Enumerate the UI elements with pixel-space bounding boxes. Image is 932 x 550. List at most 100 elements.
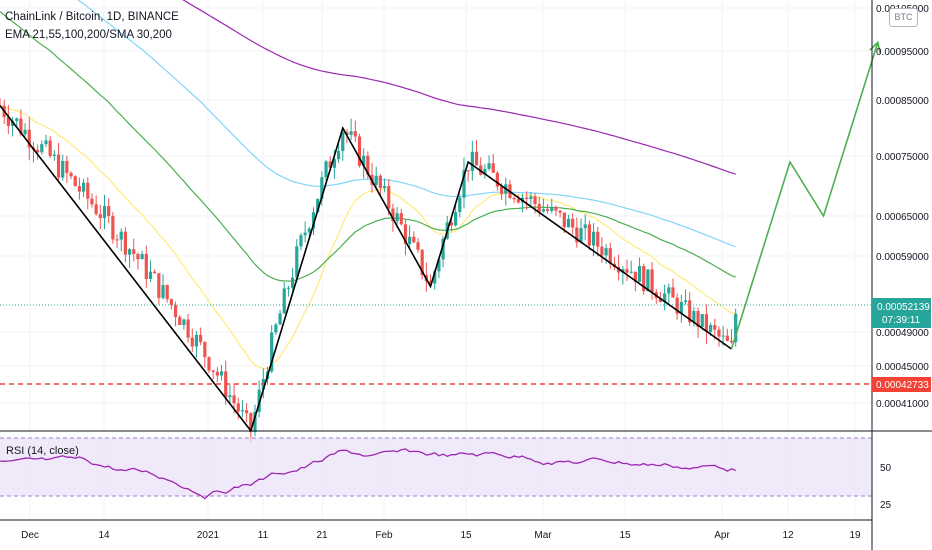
candle-body bbox=[374, 175, 378, 185]
candle-body bbox=[94, 204, 98, 215]
time-tick: 21 bbox=[316, 530, 328, 541]
candle-body bbox=[23, 129, 27, 135]
candle-body bbox=[562, 212, 566, 228]
candle-body bbox=[56, 154, 61, 178]
candle-body bbox=[449, 222, 454, 226]
candle-body bbox=[215, 371, 219, 376]
candle-body bbox=[399, 213, 403, 225]
candle-body bbox=[408, 236, 412, 244]
candle-body bbox=[61, 160, 65, 178]
candle-body bbox=[123, 231, 127, 255]
price-tick: 0.00085000 bbox=[876, 96, 929, 107]
candle-body bbox=[219, 371, 224, 376]
price-tick: 0.00075000 bbox=[876, 152, 929, 163]
candle-body bbox=[696, 310, 700, 327]
candle-body bbox=[320, 177, 324, 199]
candle-body bbox=[332, 159, 336, 168]
candle-body bbox=[245, 410, 249, 414]
candle-body bbox=[487, 163, 491, 169]
candle-body bbox=[40, 144, 44, 153]
candle-body bbox=[236, 403, 240, 412]
candle-body bbox=[286, 287, 291, 289]
candle-body bbox=[328, 161, 332, 168]
candle-body bbox=[10, 120, 15, 126]
ema21-line bbox=[0, 105, 736, 370]
candle-body bbox=[291, 277, 295, 288]
candle-body bbox=[650, 269, 654, 293]
candle-body bbox=[77, 186, 82, 192]
candle-body bbox=[625, 269, 629, 273]
candle-body bbox=[734, 313, 738, 343]
candle-body bbox=[516, 199, 520, 203]
candle-body bbox=[596, 231, 600, 247]
currency-button[interactable]: BTC bbox=[889, 8, 918, 27]
candle-body bbox=[646, 269, 650, 292]
price-tick: 0.00065000 bbox=[876, 212, 929, 223]
candle-body bbox=[382, 186, 387, 189]
candle-body bbox=[529, 196, 533, 199]
time-axis[interactable]: Dec 14 2021 11 21 Feb 15 Mar 15 Apr 12 19 bbox=[21, 530, 861, 541]
price-pane bbox=[0, 0, 881, 520]
candle-body bbox=[362, 155, 366, 166]
candle-body bbox=[428, 281, 433, 284]
candle-body bbox=[90, 198, 94, 205]
candle-body bbox=[671, 287, 675, 298]
candle-body bbox=[253, 411, 257, 433]
candle-body bbox=[15, 118, 19, 121]
candle-body bbox=[161, 285, 165, 298]
time-tick: 2021 bbox=[197, 530, 220, 541]
ema55-line bbox=[0, 11, 736, 282]
candle-body bbox=[127, 249, 132, 255]
candle-body bbox=[403, 224, 408, 244]
rsi-band bbox=[0, 438, 872, 496]
candle-body bbox=[554, 206, 558, 211]
ema100-line bbox=[77, 0, 736, 248]
candle-body bbox=[299, 235, 303, 247]
candle-body bbox=[111, 215, 115, 240]
candle-body bbox=[537, 203, 541, 212]
candle-body bbox=[387, 186, 391, 209]
candle-body bbox=[433, 271, 437, 284]
price-axis[interactable]: 0.001050000.000950000.000850000.00075000… bbox=[876, 4, 929, 410]
candle-body bbox=[203, 342, 207, 358]
candle-body bbox=[583, 224, 587, 229]
candle-body bbox=[19, 118, 23, 135]
candle-body bbox=[416, 242, 420, 250]
chart-title: ChainLink / Bitcoin, 1D, BINANCE bbox=[5, 11, 179, 23]
candle-body bbox=[571, 218, 575, 228]
candle-body bbox=[86, 182, 90, 199]
candle-body bbox=[336, 151, 341, 160]
price-tick: 0.00041000 bbox=[876, 399, 929, 410]
current-price-value: 0.00052139 bbox=[877, 302, 930, 313]
candle-body bbox=[366, 155, 370, 175]
candle-body bbox=[249, 413, 253, 433]
candle-body bbox=[679, 301, 683, 314]
candle-body bbox=[232, 395, 236, 404]
candle-body bbox=[700, 314, 704, 327]
candle-body bbox=[274, 324, 278, 333]
time-tick: Mar bbox=[534, 530, 552, 541]
candle-body bbox=[165, 285, 169, 300]
candle-body bbox=[186, 319, 190, 338]
candle-body bbox=[278, 313, 282, 325]
candle-body bbox=[207, 357, 211, 371]
candle-body bbox=[608, 248, 612, 264]
candle-body bbox=[470, 151, 474, 171]
time-tick: 15 bbox=[460, 530, 472, 541]
candle-body bbox=[282, 288, 286, 314]
time-tick: Dec bbox=[21, 530, 39, 541]
candle-body bbox=[709, 325, 713, 332]
candle-body bbox=[48, 140, 52, 156]
candle-body bbox=[173, 305, 178, 318]
candle-body bbox=[353, 131, 357, 137]
candle-body bbox=[420, 249, 424, 276]
rsi-label: RSI (14, close) bbox=[6, 445, 79, 457]
candle-body bbox=[228, 395, 232, 398]
candle-body bbox=[688, 300, 692, 323]
candle-body bbox=[324, 161, 328, 178]
time-tick: 15 bbox=[619, 530, 631, 541]
candle-body bbox=[667, 287, 671, 294]
time-tick: Apr bbox=[714, 530, 730, 541]
candle-body bbox=[144, 253, 148, 279]
